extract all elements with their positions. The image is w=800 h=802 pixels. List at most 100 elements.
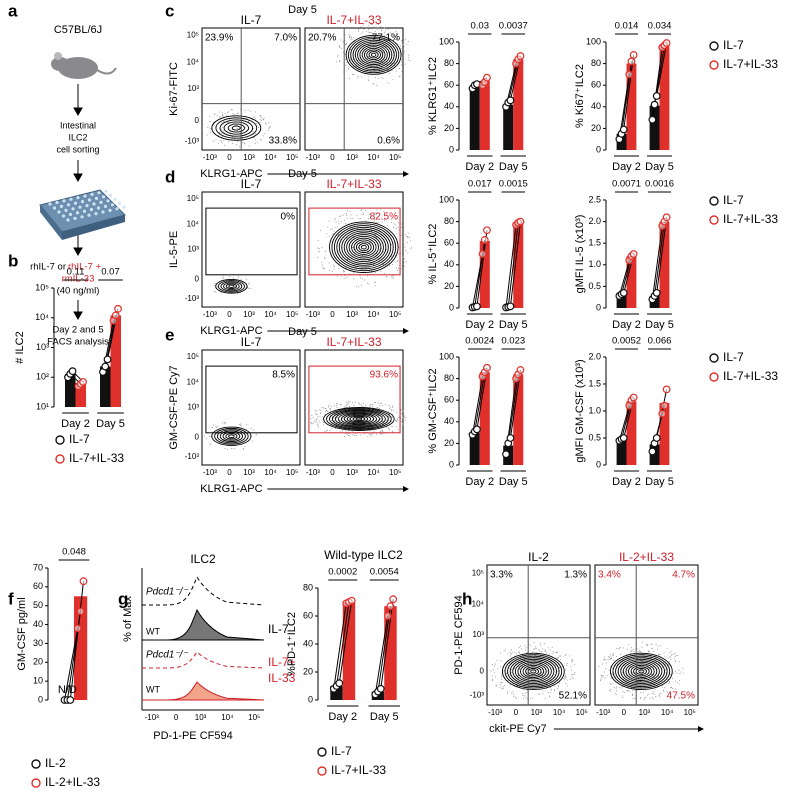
bar [649,105,660,150]
well [113,197,117,201]
data-point [625,70,634,79]
event-dot [611,667,613,669]
plot-frame [304,191,404,308]
event-dot [213,124,215,126]
y-tick-label: 80 [591,58,601,68]
legend-label: IL-7 [331,744,352,758]
event-dot [404,234,406,236]
event-dot [235,285,237,287]
event-dot [501,688,503,690]
event-dot [319,409,321,411]
event-dot [329,430,331,432]
contour [358,243,370,252]
event-dot [369,214,371,216]
event-dot [548,658,550,660]
event-dot [601,675,603,677]
event-dot [227,122,229,124]
flow-x-tick: 10⁴ [661,708,674,717]
event-dot [390,222,392,224]
gate-percent: 3.4% [598,570,621,581]
contour [347,36,400,74]
event-dot [222,278,224,280]
event-dot [610,683,612,685]
event-dot [324,256,326,258]
x-tick-label: Day 5 [499,476,528,488]
event-dot [259,121,261,123]
panel-letter: e [165,325,174,344]
event-dot [601,677,603,679]
event-dot [398,417,400,419]
event-dot [381,416,383,418]
legend-marker [709,196,719,206]
event-dot [669,656,671,658]
event-dot [649,666,651,668]
event-dot [364,210,366,212]
event-dot [546,652,548,654]
x-tick-label: Day 5 [645,476,674,488]
event-dot [603,656,605,658]
y-tick-label: 10⁴ [35,312,49,322]
event-dot [221,128,223,130]
event-dot [206,134,208,136]
event-dot [570,666,572,668]
event-dot [404,415,406,417]
event-dot [261,139,263,141]
event-dot [661,666,663,668]
event-dot [247,109,249,111]
event-dot [224,423,226,425]
legend-label: IL-7 [723,350,744,364]
event-dot [615,694,617,696]
bar [100,366,111,407]
contour [334,410,383,428]
scheme-text: Intestinal [60,120,96,130]
event-dot [327,226,329,228]
event-dot [394,224,396,226]
axis-arrow-head [698,726,704,732]
event-dot [386,64,388,66]
event-dot [668,682,670,684]
event-dot [353,73,355,75]
event-dot [400,413,402,415]
bar [342,602,356,700]
event-dot [248,282,250,284]
event-dot [670,650,672,652]
event-dot [374,221,376,223]
event-dot [259,138,261,140]
event-dot [362,250,364,252]
y-tick-label: 1.0 [588,259,601,269]
event-dot [324,268,326,270]
event-dot [405,417,407,419]
event-dot [327,406,329,408]
event-dot [262,135,264,137]
y-tick-label: 60 [444,238,454,248]
y-tick-label: 0.5 [588,432,601,442]
event-dot [561,666,563,668]
event-dot [626,690,628,692]
contour [337,411,380,427]
axis-arrow-head [403,486,409,492]
event-dot [320,411,322,413]
event-dot [402,241,404,243]
data-point [506,302,515,311]
p-value: 0.014 [615,21,639,32]
event-dot [250,427,252,429]
event-dot [331,240,333,242]
event-dot [664,669,666,671]
contour [633,666,650,677]
event-dot [319,422,321,424]
event-dot [682,667,684,669]
plot-frame [486,564,591,706]
event-dot [209,436,211,438]
event-dot [663,652,665,654]
event-dot [226,111,228,113]
event-dot [362,278,364,280]
legend-marker [55,454,65,464]
flow-y-label: PD-1-PE CF594 [453,595,465,674]
event-dot [657,648,659,650]
axis-arrow-head [403,171,409,177]
flow-y-tick: 10³ [187,84,199,93]
event-dot [668,663,670,665]
paired-line [507,222,519,307]
event-dot [348,37,350,39]
event-dot [674,652,676,654]
